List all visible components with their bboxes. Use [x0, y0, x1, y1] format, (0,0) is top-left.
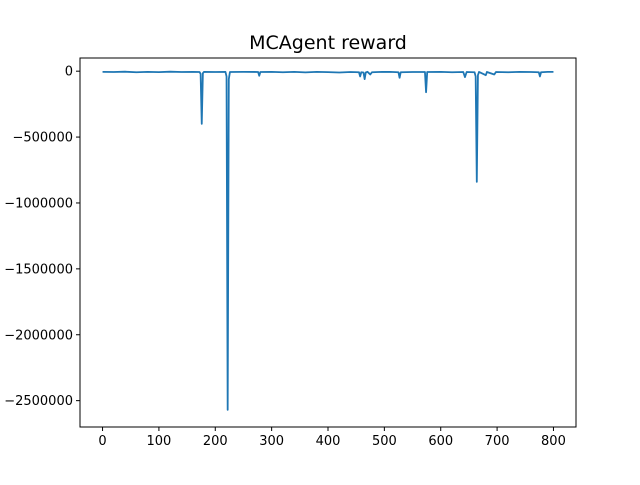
x-tick-label: 100 — [146, 434, 171, 449]
chart-title: MCAgent reward — [249, 32, 407, 54]
y-tick-label: 0 — [65, 65, 73, 80]
y-tick-label: −2000000 — [4, 328, 73, 343]
x-tick-label: 800 — [541, 434, 566, 449]
x-tick-label: 0 — [98, 434, 106, 449]
x-tick-label: 200 — [203, 434, 228, 449]
y-tick-label: −1500000 — [4, 262, 73, 277]
y-tick-label: −500000 — [12, 131, 73, 146]
x-tick-label: 300 — [259, 434, 284, 449]
plot-area: 0 100 200 300 400 500 600 700 800 0 −500000 −100000… — [4, 57, 577, 449]
x-tick-label: 500 — [372, 434, 397, 449]
x-tick-label: 600 — [428, 434, 453, 449]
series-line-0 — [102, 70, 554, 411]
x-tick-label: 400 — [316, 434, 341, 449]
y-tick-label: −2500000 — [4, 394, 73, 409]
x-tick-label: 700 — [485, 434, 510, 449]
y-tick-label: −1000000 — [4, 196, 73, 211]
